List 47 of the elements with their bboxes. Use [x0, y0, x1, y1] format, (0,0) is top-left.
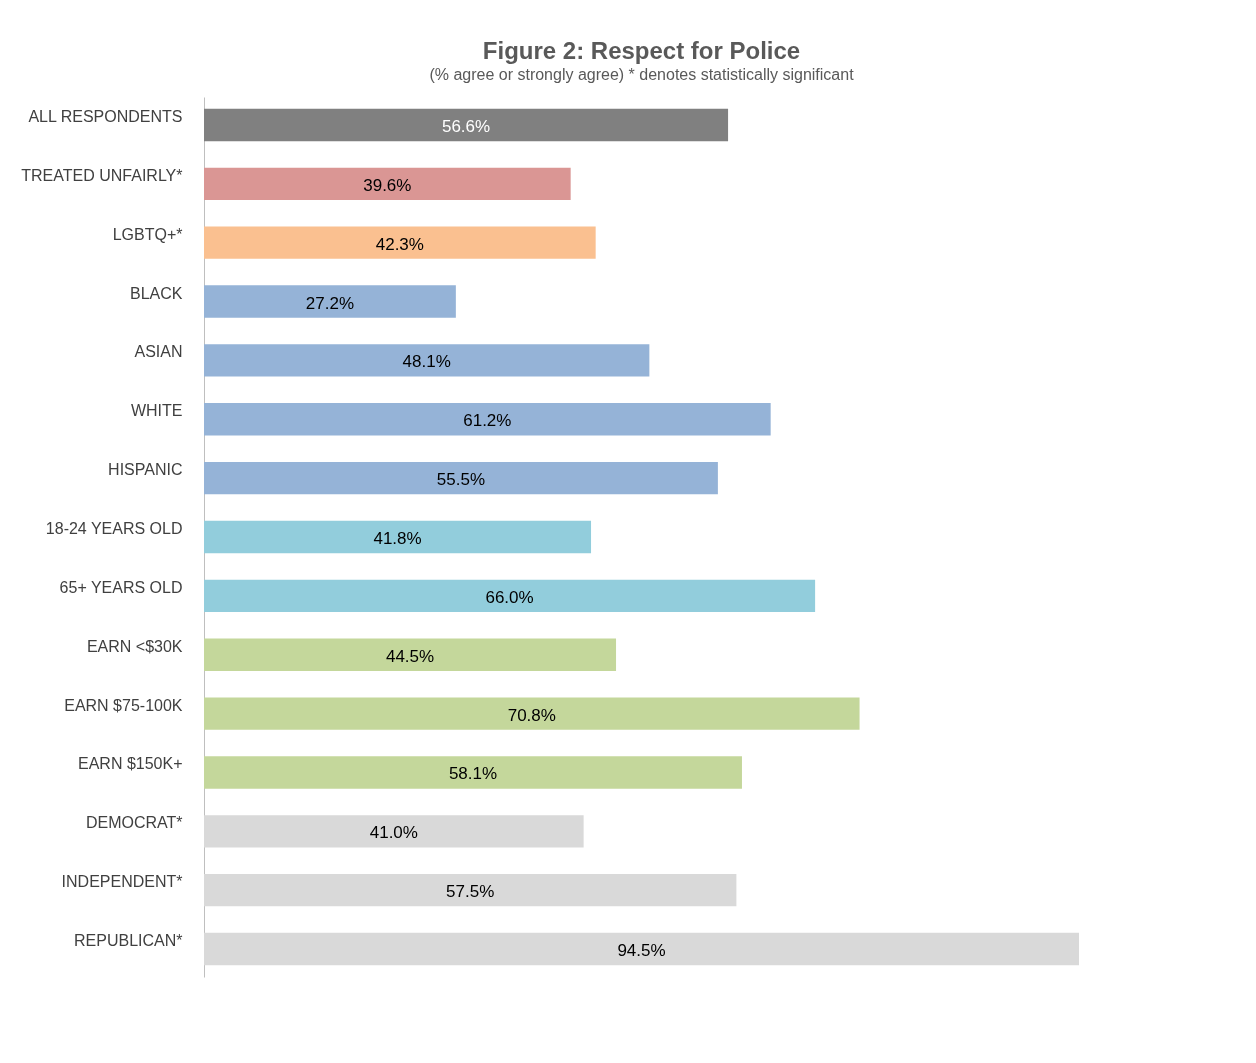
bar — [204, 932, 1079, 966]
chart-title: Figure 2: Respect for Police — [482, 37, 801, 64]
y-tick-label: 65+ YEARS OLD — [59, 578, 183, 596]
data-label: 57.5% — [446, 882, 495, 902]
data-label: 48.1% — [402, 352, 451, 372]
y-tick-label: 18-24 YEARS OLD — [45, 520, 183, 537]
data-label: 61.2% — [463, 411, 512, 431]
y-tick-label: BLACK — [130, 284, 183, 302]
y-tick-label: DEMOCRAT* — [85, 814, 183, 832]
y-tick-label: HISPANIC — [108, 461, 183, 479]
bar — [204, 697, 860, 730]
data-label: 94.5% — [617, 941, 666, 961]
data-label: 56.6% — [441, 116, 491, 136]
data-label: 70.8% — [507, 705, 556, 725]
bar — [204, 167, 571, 201]
y-tick-label: REPUBLICAN* — [74, 932, 183, 950]
bar — [204, 873, 737, 907]
bar — [204, 285, 456, 318]
bar — [204, 638, 617, 671]
bar — [204, 815, 584, 848]
y-tick-label: ALL RESPONDENTS — [28, 107, 183, 125]
data-label: 42.3% — [375, 234, 424, 254]
data-label: 39.6% — [363, 175, 412, 195]
data-label: 55.5% — [436, 470, 486, 490]
y-tick-label: ASIAN — [134, 343, 183, 361]
data-label: 41.8% — [373, 529, 422, 548]
y-tick-label: EARN <$30K — [86, 637, 183, 655]
y-tick-label: LGBTQ+* — [112, 225, 183, 243]
chart-subtitle: (% agree or strongly agree) * denotes statistically significant — [429, 66, 855, 83]
bar — [204, 520, 592, 554]
bar — [204, 756, 742, 789]
data-label: 44.5% — [385, 646, 435, 666]
data-label: 66.0% — [485, 587, 534, 607]
y-tick-label: INDEPENDENT* — [61, 873, 183, 891]
bar — [204, 579, 816, 613]
bar — [204, 108, 729, 142]
bar — [204, 344, 650, 377]
bar — [204, 403, 771, 436]
bar — [204, 461, 718, 495]
bar — [204, 226, 596, 259]
y-tick-label: WHITE — [130, 402, 183, 420]
y-tick-label: EARN $75-100K — [64, 696, 183, 714]
y-tick-label: EARN $150K+ — [77, 755, 183, 773]
y-tick-label: TREATED UNFAIRLY* — [21, 166, 183, 184]
data-label: 27.2% — [305, 293, 355, 313]
data-label: 41.0% — [369, 823, 418, 843]
data-label: 58.1% — [448, 764, 498, 784]
